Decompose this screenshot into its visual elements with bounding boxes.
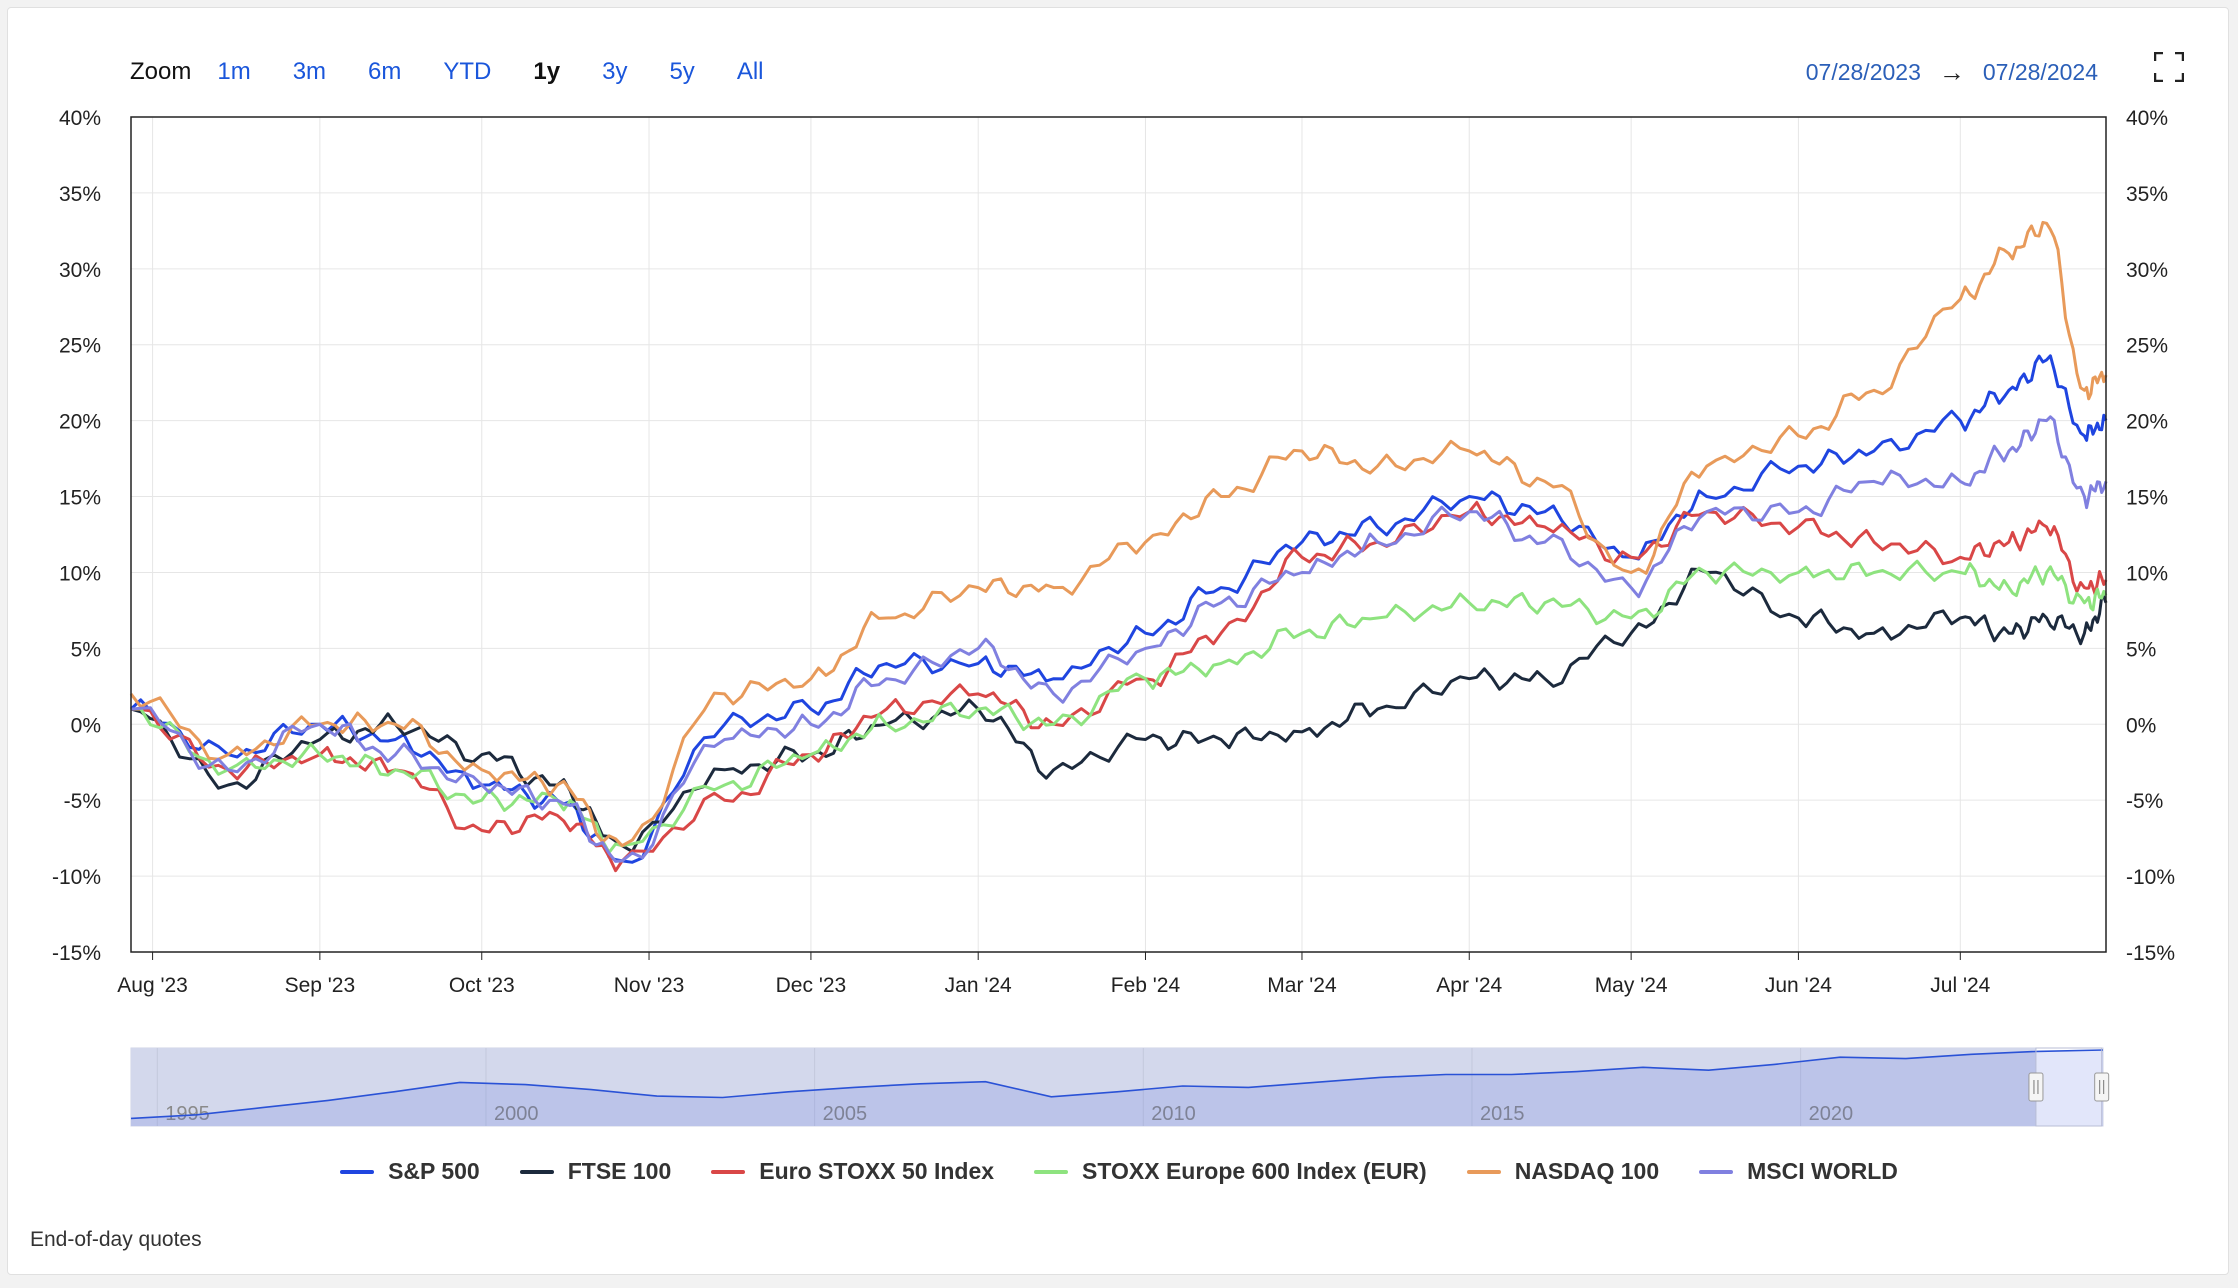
legend-label: FTSE 100 [567,1158,672,1184]
legend-label: MSCI WORLD [1747,1158,1898,1184]
x-tick-label: Sep '23 [285,974,356,997]
zoom-button-ytd[interactable]: YTD [443,58,492,85]
series-line [129,220,2108,848]
y-tick-label-right: 35% [2126,183,2168,206]
y-tick-label-right: 15% [2126,487,2168,510]
y-tick-label-left: 0% [71,714,101,737]
y-tick-label-right: -15% [2126,942,2175,965]
chart-svg: 1995 2000 2005 2010 2015 2020 40% 40% 35% 35% 30%… [52,107,2175,1127]
fullscreen-icon[interactable] [2153,51,2185,83]
y-tick-label-left: 35% [59,183,101,206]
navigator[interactable]: 1995 2000 2005 2010 2015 2020 [130,1047,2110,1127]
range-start-date[interactable]: 07/28/2023 [1805,58,1921,85]
y-tick-label-left: 40% [59,107,101,130]
x-tick-label: Apr '24 [1436,974,1502,997]
legend-swatch [1466,1169,1501,1174]
y-tick-label-right: -5% [2126,790,2163,813]
x-tick-label: Oct '23 [449,974,515,997]
legend-item[interactable]: MSCI WORLD [1699,1158,1898,1185]
y-tick-label-left: 20% [59,411,101,434]
series-line [130,567,2108,854]
navigator-area [131,1050,2103,1126]
legend-label: S&P 500 [388,1158,480,1184]
navigator-line [130,1049,2104,1120]
x-tick-label: Mar '24 [1267,974,1337,997]
legend-item[interactable]: FTSE 100 [519,1158,672,1185]
y-tick-label-left: -5% [64,790,101,813]
navigator-tick-label: 2020 [1809,1103,1854,1125]
legend-item[interactable]: STOXX Europe 600 Index (EUR) [1034,1158,1427,1185]
footnote: End-of-day quotes [30,1228,202,1251]
y-tick-label-left: 5% [71,638,101,661]
zoom-button-1y[interactable]: 1y [533,58,561,85]
navigator-tick-label: 2010 [1151,1103,1196,1125]
legend-item[interactable]: NASDAQ 100 [1466,1158,1660,1185]
y-tick-label-right: -10% [2126,866,2175,889]
x-tick-label: May '24 [1595,974,1668,997]
y-tick-label-left: -10% [52,866,101,889]
legend-swatch [519,1169,554,1174]
zoom-label: Zoom [130,58,192,85]
y-tick-label-right: 0% [2126,714,2156,737]
series-line [130,559,2108,854]
range-end-date[interactable]: 07/28/2024 [1982,58,2098,85]
series-line [130,500,2108,873]
zoom-bar: Zoom 1m 3m 6m YTD 1y 3y 5y All [130,54,805,90]
legend-label: STOXX Europe 600 Index (EUR) [1082,1158,1427,1184]
zoom-button-all[interactable]: All [736,58,764,85]
x-tick-label: Jul '24 [1930,974,1990,997]
y-tick-label-right: 20% [2126,411,2168,434]
x-tick-label: Dec '23 [776,974,847,997]
x-tick-label: Feb '24 [1111,974,1181,997]
y-tick-label-left: 30% [59,259,101,282]
x-tick-label: Jun '24 [1765,974,1832,997]
legend: S&P 500 FTSE 100 Euro STOXX 50 Index STOXX … [0,1158,2238,1185]
series-line [130,415,2108,863]
x-tick-label: Jan '24 [945,974,1012,997]
navigator-tick-label: 2000 [494,1103,538,1125]
legend-label: NASDAQ 100 [1514,1158,1660,1184]
axes: 40% 40% 35% 35% 30% 30% 25% 25% 20% 20% 15% 15% 10% 1… [52,107,2175,997]
x-tick-label: Nov '23 [614,974,685,997]
navigator-mask-left [131,1048,2036,1126]
zoom-button-1m[interactable]: 1m [217,58,251,85]
y-tick-label-right: 25% [2126,335,2168,358]
zoom-button-3m[interactable]: 3m [292,58,327,85]
navigator-tick-label: 2005 [823,1103,868,1125]
y-tick-label-right: 40% [2126,107,2168,130]
date-range-display: 07/28/2023 → 07/28/2024 [1806,54,2098,90]
legend-item[interactable]: S&P 500 [340,1158,480,1185]
y-tick-label-right: 5% [2126,638,2156,661]
navigator-handle-left[interactable] [2028,1072,2044,1102]
range-arrow: → [1938,56,1965,87]
zoom-button-3y[interactable]: 3y [602,58,628,85]
legend-swatch [1034,1169,1069,1174]
y-tick-label-left: 25% [59,335,101,358]
legend-label: Euro STOXX 50 Index [759,1158,995,1184]
navigator-tick-label: 1995 [165,1103,210,1125]
y-tick-label-right: 10% [2126,562,2168,585]
grid [131,116,2106,953]
legend-item[interactable]: Euro STOXX 50 Index [711,1158,994,1185]
navigator-handle-right[interactable] [2094,1072,2110,1102]
x-tick-label: Aug '23 [117,974,188,997]
legend-swatch [711,1169,746,1174]
y-tick-label-right: 30% [2126,259,2168,282]
legend-swatch [340,1169,375,1174]
legend-swatch [1699,1169,1734,1174]
series-layer [129,220,2108,873]
zoom-button-5y[interactable]: 5y [669,58,695,85]
y-tick-label-left: 15% [59,487,101,510]
y-tick-label-left: -15% [52,942,101,965]
navigator-tick-label: 2015 [1480,1103,1525,1125]
plot-frame [130,116,2107,953]
y-tick-label-left: 10% [59,562,101,585]
zoom-button-6m[interactable]: 6m [368,58,402,85]
